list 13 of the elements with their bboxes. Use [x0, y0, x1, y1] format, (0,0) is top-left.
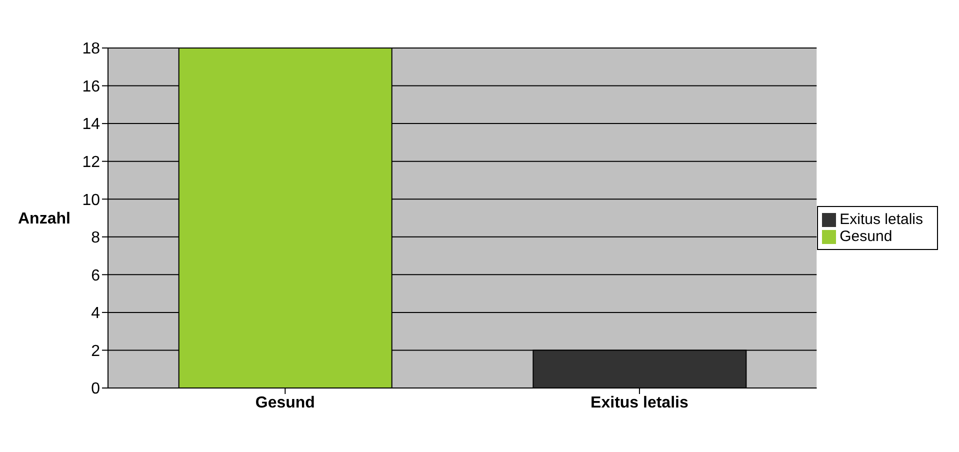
y-tick-label: 0 [91, 380, 100, 398]
y-tick-label: 4 [91, 305, 100, 322]
y-tick-label: 2 [91, 342, 100, 360]
y-tick-label: 12 [82, 154, 100, 172]
y-tick-label: 8 [91, 230, 100, 247]
y-tick-label: 14 [82, 116, 100, 134]
y-axis-title: Anzahl [18, 210, 70, 228]
y-tick-label: 6 [91, 267, 100, 284]
legend-label: Exitus letalis [840, 211, 923, 228]
y-tick-label: 10 [82, 192, 100, 209]
legend-label: Gesund [840, 228, 892, 245]
y-tick-label: 16 [82, 78, 100, 96]
y-tick-label: 18 [82, 40, 100, 58]
